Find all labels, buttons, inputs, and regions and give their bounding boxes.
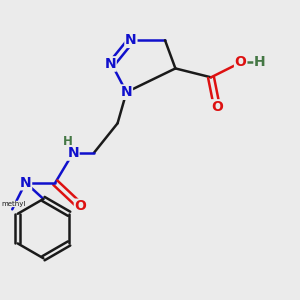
Text: N: N: [67, 146, 79, 160]
Text: N: N: [125, 33, 137, 47]
Text: N: N: [20, 176, 32, 190]
Text: N: N: [121, 85, 132, 99]
Text: H: H: [254, 56, 266, 70]
Text: N: N: [104, 57, 116, 71]
Text: O: O: [211, 100, 223, 114]
Text: O: O: [74, 200, 86, 213]
Text: methyl: methyl: [2, 201, 26, 207]
Text: H: H: [63, 135, 73, 148]
Text: O: O: [235, 56, 247, 70]
